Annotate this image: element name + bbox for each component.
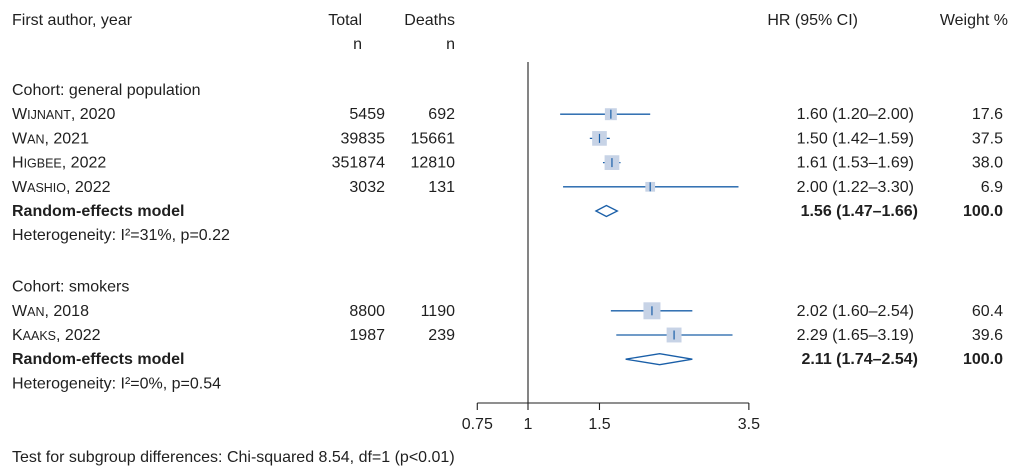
model-weight: 100.0	[963, 351, 1003, 368]
pooled-diamond	[625, 353, 693, 366]
pooled-diamond	[594, 204, 619, 218]
study-label: HIGBEE, 2022	[12, 155, 106, 172]
study-deaths: 239	[428, 327, 455, 344]
study-total: 8800	[349, 303, 385, 320]
study-weight: 6.9	[981, 179, 1003, 196]
study-total: 5459	[349, 106, 385, 123]
x-axis-tick-label: 0.75	[462, 416, 493, 433]
header-deaths-unit: n	[446, 36, 455, 53]
study-label: KAAKS, 2022	[12, 327, 101, 344]
study-total: 1987	[349, 327, 385, 344]
x-axis-tick-label: 1	[524, 416, 533, 433]
model-label: Random-effects model	[12, 203, 184, 220]
model-hr-ci: 1.56 (1.47–1.66)	[801, 203, 918, 220]
model-label: Random-effects model	[12, 351, 184, 368]
study-deaths: 131	[428, 179, 455, 196]
study-weight: 60.4	[972, 303, 1003, 320]
study-deaths: 692	[428, 106, 455, 123]
study-hr-ci: 2.00 (1.22–3.30)	[797, 179, 914, 196]
study-total: 351874	[332, 155, 385, 172]
study-total: 3032	[349, 179, 385, 196]
header-total: Total	[328, 12, 362, 29]
study-hr-ci: 1.60 (1.20–2.00)	[797, 106, 914, 123]
study-deaths: 1190	[421, 303, 456, 320]
header-deaths: Deaths	[404, 12, 455, 29]
study-weight: 38.0	[972, 155, 1003, 172]
model-weight: 100.0	[963, 203, 1003, 220]
heterogeneity-text: Heterogeneity: I²=0%, p=0.54	[12, 375, 221, 392]
study-label: WASHIO, 2022	[12, 179, 111, 196]
subgroup-test-text: Test for subgroup differences: Chi-squar…	[12, 449, 455, 466]
model-hr-ci: 2.11 (1.74–2.54)	[801, 351, 918, 368]
study-deaths: 12810	[411, 155, 456, 172]
study-label: WAN, 2021	[12, 130, 89, 147]
study-total: 39835	[341, 130, 386, 147]
study-weight: 17.6	[972, 106, 1003, 123]
x-axis-tick-label: 3.5	[738, 416, 760, 433]
heterogeneity-text: Heterogeneity: I²=31%, p=0.22	[12, 227, 230, 244]
group-title: Cohort: general population	[12, 82, 201, 99]
study-hr-ci: 2.29 (1.65–3.19)	[797, 327, 914, 344]
x-axis-tick-label: 1.5	[588, 416, 610, 433]
study-deaths: 15661	[411, 130, 456, 147]
study-hr-ci: 1.61 (1.53–1.69)	[797, 155, 914, 172]
study-weight: 39.6	[972, 327, 1003, 344]
study-hr-ci: 1.50 (1.42–1.59)	[797, 130, 914, 147]
study-weight: 37.5	[972, 130, 1003, 147]
header-author: First author, year	[12, 12, 133, 29]
study-label: WAN, 2018	[12, 303, 89, 320]
group-title: Cohort: smokers	[12, 279, 129, 296]
study-hr-ci: 2.02 (1.60–2.54)	[797, 303, 914, 320]
study-label: WIJNANT, 2020	[12, 106, 115, 123]
header-total-unit: n	[353, 36, 362, 53]
header-weight: Weight %	[940, 12, 1008, 29]
header-hr: HR (95% CI)	[767, 12, 858, 29]
